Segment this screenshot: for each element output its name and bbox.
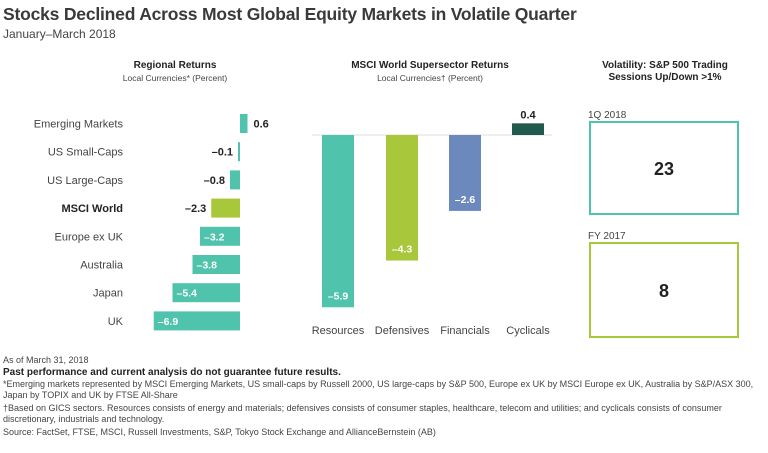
bar-regional [200,226,240,246]
volatility-box [589,121,739,215]
regional-returns-subtitle: Local Currencies* (Percent) [122,73,228,83]
value-label: –6.9 [158,316,179,328]
category-label: US Large-Caps [47,175,123,187]
bar-supersector [386,135,418,261]
category-label: Japan [93,288,123,300]
category-label: Australia [80,260,124,272]
supersector-returns-subtitle: Local Currencies† (Percent) [377,73,483,83]
bar-supersector [512,123,544,135]
value-label: –0.8 [204,175,225,187]
value-label: –5.4 [177,288,198,300]
footnote-gics: †Based on GICS sectors. Resources consis… [3,403,722,424]
category-label: Europe ex UK [55,231,124,243]
bar-regional [192,255,240,274]
bar-regional [230,170,240,190]
bar-supersector [449,135,481,211]
volatility-count: 8 [659,281,669,301]
value-label: –2.3 [185,203,206,215]
volatility-title: Volatility: S&P 500 Trading Sessions Up/… [602,60,728,83]
page-title: Stocks Declined Across Most Global Equit… [3,4,577,24]
value-label: –3.2 [204,231,225,243]
category-label: US Small-Caps [48,147,124,159]
volatility-count: 23 [654,159,674,179]
bar-regional [240,114,248,133]
category-label: Financials [440,325,490,337]
bar-regional [172,283,240,303]
footnote-indices: *Emerging markets represented by MSCI Em… [3,379,754,400]
value-label: –2.6 [455,194,476,206]
supersector-returns-title: MSCI World Supersector Returns [351,60,509,71]
volatility-box [589,242,739,338]
value-label: –4.3 [392,244,413,256]
bar-supersector [322,135,354,308]
value-label: –5.9 [328,290,349,302]
value-label: 0.4 [520,109,536,121]
category-label: Cyclicals [506,325,550,337]
category-label: MSCI World [61,203,123,215]
bar-regional [238,142,240,162]
footnote-asof: As of March 31, 2018 [3,355,89,365]
footnote-disclaimer: Past performance and current analysis do… [3,367,341,378]
category-label: Emerging Markets [34,119,124,131]
category-label: UK [108,316,124,328]
category-label: Defensives [375,325,430,337]
bar-regional [153,311,240,331]
value-label: –3.8 [197,260,218,272]
category-label: Resources [312,325,365,337]
value-label: 0.6 [254,119,269,131]
period-label: 1Q 2018 [588,110,627,121]
value-label: –0.1 [212,147,233,159]
regional-returns-title: Regional Returns [133,60,217,71]
bar-regional [211,198,240,218]
period-label: FY 2017 [588,231,626,242]
page-subtitle: January–March 2018 [3,27,116,41]
footnote-source: Source: FactSet, FTSE, MSCI, Russell Inv… [3,427,436,437]
